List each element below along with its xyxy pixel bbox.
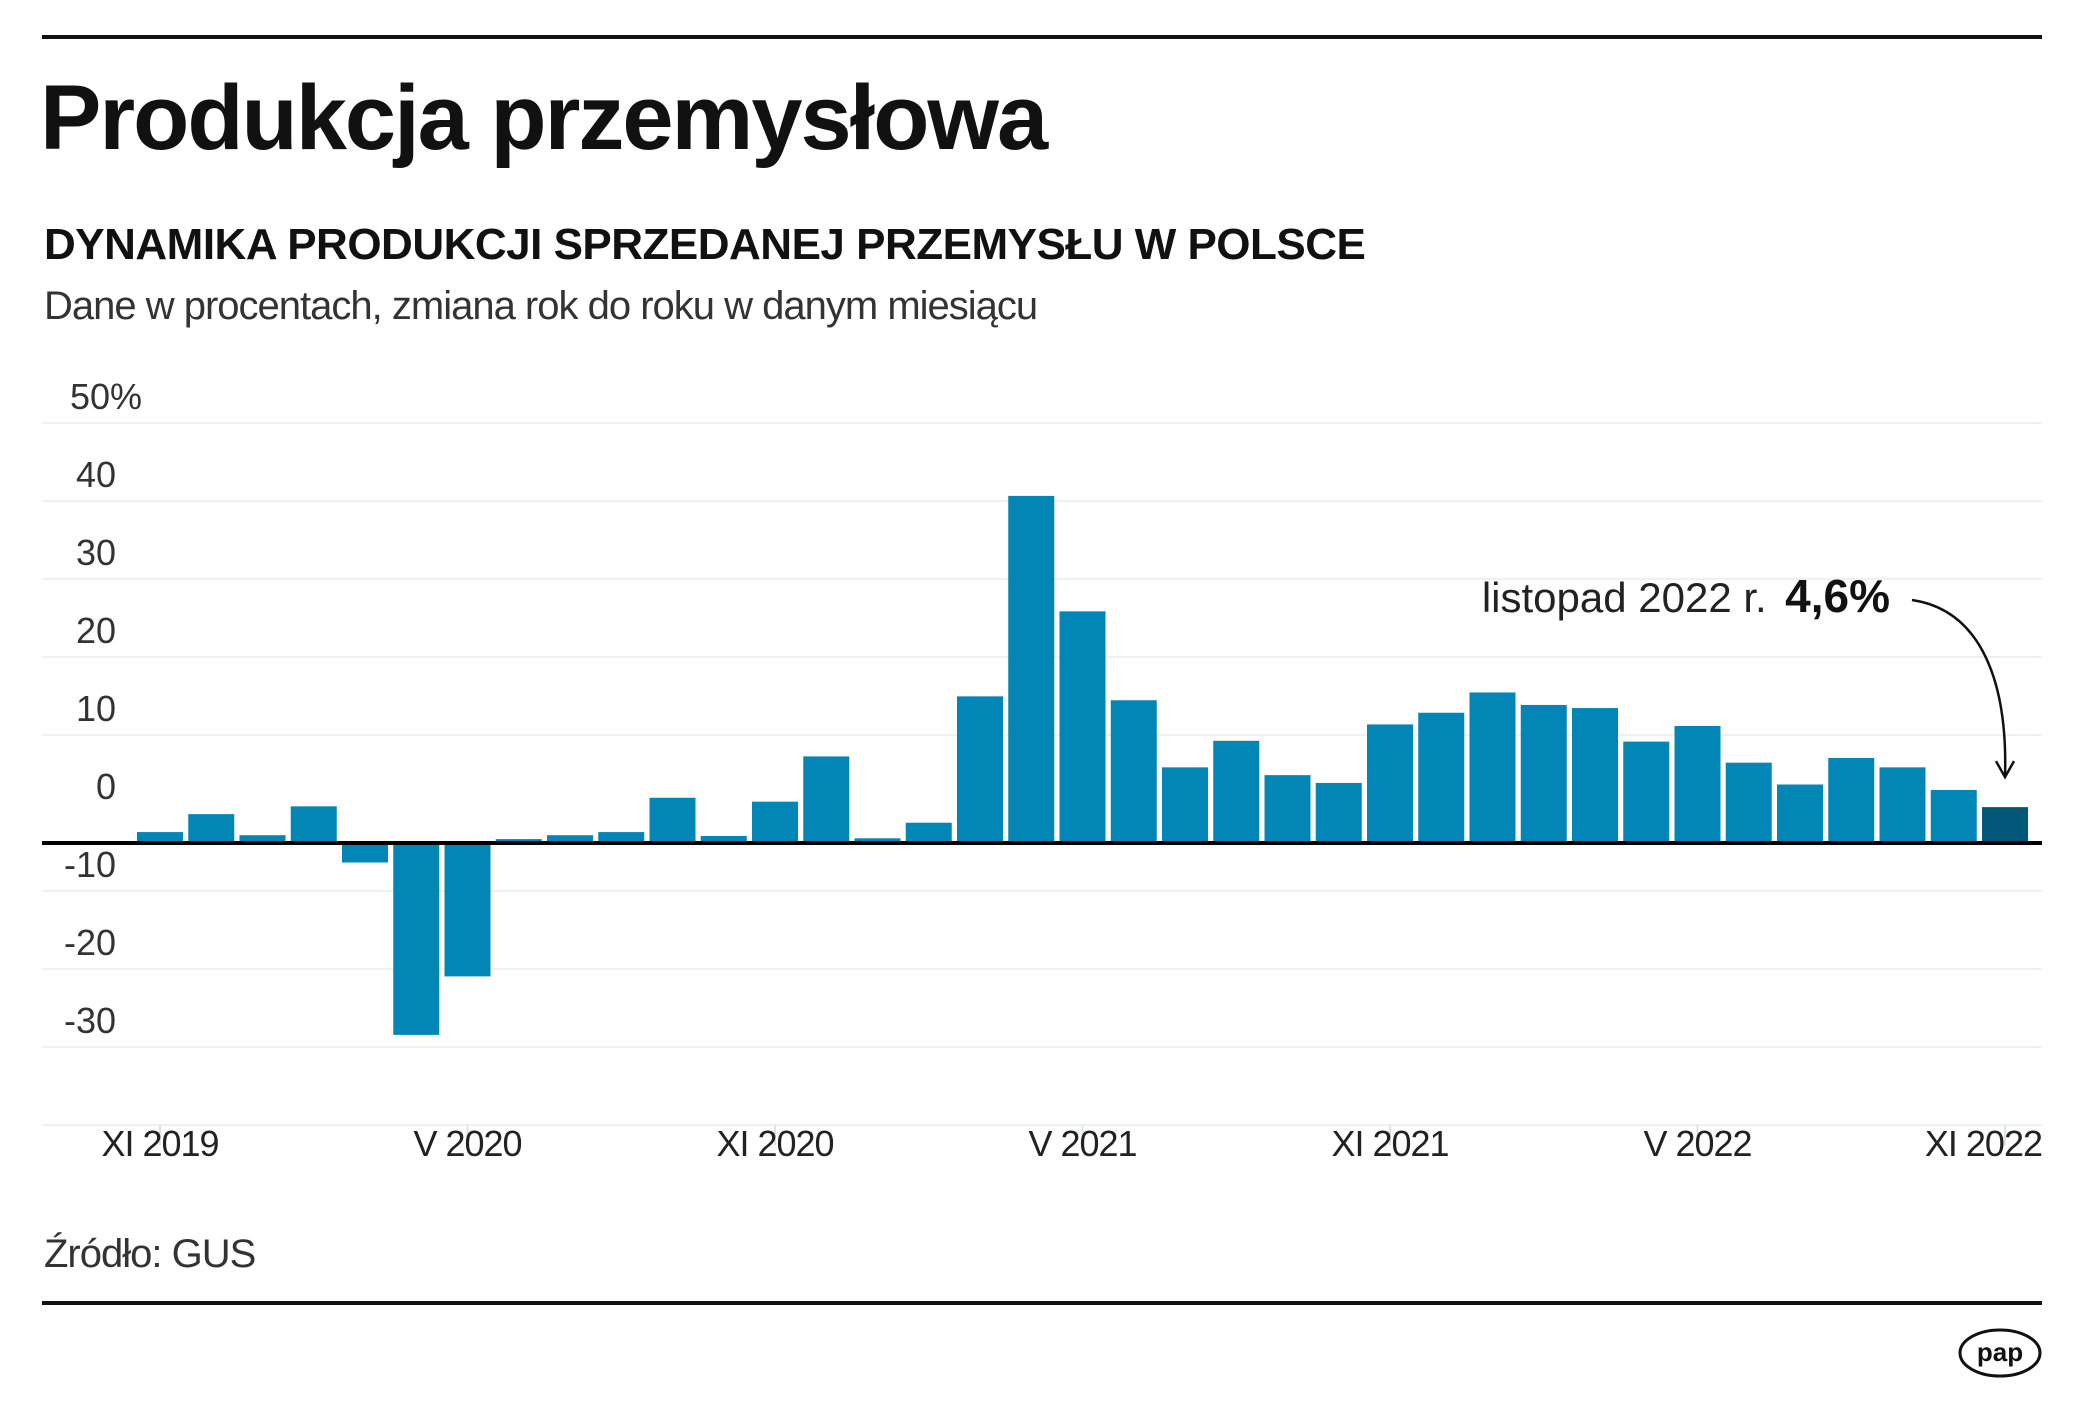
pap-logo-text: pap — [1977, 1337, 2023, 1367]
top-rule — [42, 35, 2042, 39]
bar-i-2020 — [239, 835, 286, 843]
bars — [137, 495, 2028, 1035]
page-title: Produkcja przemysłowa — [40, 67, 1048, 169]
pap-logo: pap — [1958, 1328, 2042, 1378]
bar-x-2020 — [700, 835, 747, 843]
source-note: Źródło: GUS — [44, 1232, 256, 1276]
y-tick-label: 10 — [76, 688, 116, 729]
x-tick-label: V 2020 — [413, 1123, 521, 1164]
bar-ii-2020 — [290, 806, 337, 843]
bar-iii-2021 — [957, 696, 1003, 843]
bar-ix-2021 — [1264, 775, 1311, 843]
y-tick-label: -30 — [64, 1000, 116, 1041]
x-tick-label: XI 2021 — [1331, 1123, 1448, 1164]
x-tick-label: XI 2022 — [1925, 1123, 2042, 1164]
bar-ix-2020 — [649, 797, 696, 843]
bar-v-2020 — [444, 843, 491, 977]
y-tick-label: 50% — [70, 376, 142, 417]
arrowhead-icon — [1994, 760, 2016, 780]
bar-v-2021 — [1059, 611, 1106, 843]
bar-ii-2022 — [1520, 704, 1567, 843]
bar-viii-2020 — [598, 832, 645, 843]
y-tick-label: 40 — [76, 454, 116, 495]
bar-i-2021 — [854, 838, 901, 843]
bottom-rule — [42, 1301, 2042, 1305]
bar-ii-2021 — [905, 822, 952, 843]
bar-x-2022 — [1930, 789, 1977, 843]
bar-ix-2022 — [1879, 767, 1926, 843]
bar-viii-2021 — [1213, 740, 1260, 843]
x-axis-tick-marks — [159, 1125, 2006, 1145]
x-tick-label: XI 2020 — [716, 1123, 833, 1164]
bar-vi-2022 — [1725, 762, 1772, 843]
y-tick-label: 20 — [76, 610, 116, 651]
bar-iii-2022 — [1572, 708, 1618, 843]
x-axis-labels: XI 2019 V 2020 XI 2020 V 2021 XI 2021 V 2022 X… — [101, 1123, 2043, 1164]
bar-v-2022 — [1674, 726, 1721, 843]
annotation-value: 4,6% — [1785, 570, 1890, 622]
bar-i-2022 — [1469, 692, 1516, 843]
y-tick-label: -10 — [64, 844, 116, 885]
y-axis-labels: -30 -20 -10 0 10 20 30 40 50% — [64, 376, 142, 1041]
x-tick-label: XI 2019 — [101, 1123, 218, 1164]
annotation-text: listopad 2022 r. 4,6% — [1482, 570, 1890, 622]
bar-vi-2021 — [1110, 700, 1157, 843]
annotation-label: listopad 2022 r. — [1482, 574, 1767, 621]
bar-iv-2022 — [1623, 741, 1670, 843]
x-tick-label: V 2022 — [1643, 1123, 1751, 1164]
chart-description: Dane w procentach, zmiana rok do roku w … — [44, 284, 1038, 328]
annotation-arrow-icon — [1911, 598, 2007, 778]
y-tick-label: 30 — [76, 532, 116, 573]
bar-x-2021 — [1315, 782, 1362, 843]
bar-viii-2022 — [1828, 757, 1875, 843]
bar-xi-2020 — [752, 801, 798, 843]
x-tick-label: V 2021 — [1028, 1123, 1136, 1164]
bar-vii-2021 — [1162, 767, 1208, 843]
bar-iii-2020 — [342, 843, 388, 863]
bar-xii-2019 — [188, 814, 235, 843]
bar-iv-2020 — [393, 843, 440, 1035]
chart-subtitle: DYNAMIKA PRODUKCJI SPRZEDANEJ PRZEMYSŁU … — [44, 220, 1366, 269]
bar-xii-2020 — [803, 756, 850, 843]
bar-xi-2022 — [1982, 807, 2028, 843]
y-tick-label: 0 — [96, 766, 116, 807]
annotation: listopad 2022 r. 4,6% — [1482, 570, 2016, 780]
bar-iv-2021 — [1008, 495, 1055, 843]
bar-vii-2022 — [1777, 784, 1823, 843]
bar-vii-2020 — [547, 835, 593, 843]
bar-xi-2021 — [1367, 724, 1413, 843]
bar-xii-2021 — [1418, 712, 1465, 843]
y-tick-label: -20 — [64, 922, 116, 963]
bar-xi-2019 — [137, 832, 183, 843]
